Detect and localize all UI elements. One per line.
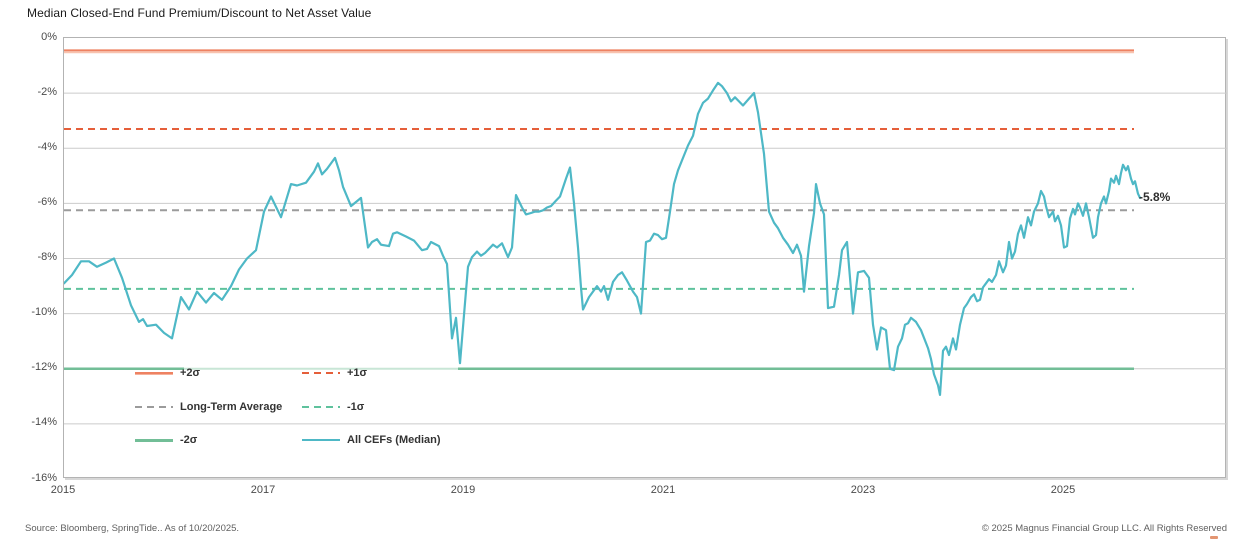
y-tick-label: -6% [37, 195, 57, 208]
x-tick-label: 2019 [450, 484, 476, 496]
plus2sigma-line-swatch [135, 371, 173, 375]
legend-label: +2σ [180, 367, 201, 379]
legend-item-plus1sigma: +1σ [302, 366, 367, 380]
legend-label: -2σ [180, 434, 198, 446]
y-tick-label: -12% [31, 361, 57, 374]
x-tick-label: 2021 [650, 484, 676, 496]
plot-svg [64, 49, 1227, 425]
x-tick-label: 2023 [850, 484, 876, 496]
plot-area [63, 37, 1227, 478]
series-all-cefs-median [64, 81, 1142, 396]
source-note: Source: Bloomberg, SpringTide.. As of 10… [25, 523, 240, 534]
minus1sigma-line-swatch [302, 405, 340, 409]
y-tick-label: 0% [41, 30, 57, 43]
logo-mark [1210, 536, 1218, 539]
minus2sigma-line-swatch [135, 438, 173, 442]
legend-label: Long-Term Average [180, 401, 283, 413]
current-value-label: -5.8% [1139, 190, 1171, 204]
y-tick-label: -8% [37, 251, 57, 263]
y-tick-label: -16% [31, 471, 57, 484]
long-term-average-line-swatch [135, 405, 173, 409]
plus1sigma-line-swatch [302, 371, 340, 375]
legend-label: All CEFs (Median) [347, 434, 441, 446]
legend-label: +1σ [347, 367, 368, 379]
legend-item-long-term-average: Long-Term Average [135, 400, 282, 414]
x-tick-label: 2025 [1050, 484, 1076, 496]
legend-item-minus1sigma: -1σ [302, 400, 364, 414]
y-tick-label: -14% [31, 416, 57, 429]
legend-item-plus2sigma: +2σ [135, 366, 200, 380]
legend-item-all-cefs: All CEFs (Median) [302, 433, 441, 447]
chart-title: Median Closed-End Fund Premium/Discount … [27, 6, 372, 20]
x-tick-label: 2017 [250, 484, 276, 496]
legend-item-minus2sigma: -2σ [135, 433, 197, 447]
y-tick-label: -10% [31, 306, 57, 319]
y-tick-label: -2% [37, 85, 57, 98]
all-cefs-line-swatch [302, 438, 340, 442]
x-tick-label: 2015 [50, 484, 76, 496]
legend-label: -1σ [347, 401, 365, 413]
y-tick-label: -4% [37, 140, 57, 153]
copyright-note: © 2025 Magnus Financial Group LLC. All R… [981, 523, 1227, 534]
